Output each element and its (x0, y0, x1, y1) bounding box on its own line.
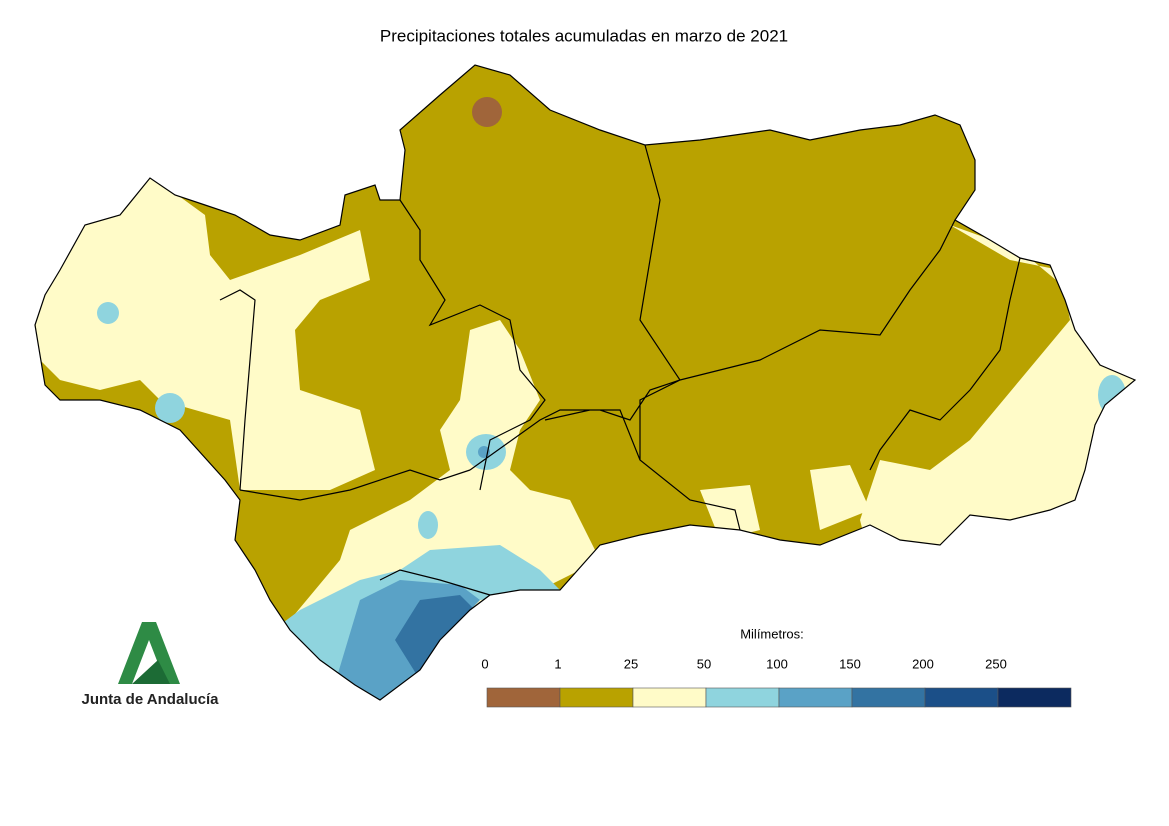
area-25-50 (700, 465, 870, 540)
legend-swatch (778, 687, 853, 708)
logo: Junta de Andalucía (82, 622, 220, 708)
legend-tick-label: 1 (554, 656, 561, 671)
area-150-200 (395, 595, 475, 680)
area-50-100 (1098, 375, 1126, 415)
province-border (219, 144, 1021, 596)
legend-tick-label: 50 (697, 656, 711, 671)
logo-mark (132, 660, 170, 684)
legend-tick-label: 200 (912, 656, 934, 671)
legend-tick-label: 250 (985, 656, 1007, 671)
legend-label: Milímetros: (740, 626, 804, 641)
legend-tick-label: 0 (481, 656, 488, 671)
province-borders (34, 64, 1136, 701)
legend-tick-label: 100 (766, 656, 788, 671)
logo-text: Junta de Andalucía (82, 691, 220, 708)
area-50-100 (97, 302, 119, 324)
map-title: Precipitaciones totales acumuladas en ma… (380, 26, 788, 45)
area-50-100 (155, 393, 185, 423)
legend-swatch (486, 687, 561, 708)
logo-mark (118, 622, 180, 684)
legend-swatch (851, 687, 926, 708)
legend-tick-label: 25 (624, 656, 638, 671)
legend-swatch (997, 687, 1072, 708)
area-25-50 (35, 175, 375, 490)
legend: 0 1 25 50 100 150 200 250 (481, 656, 1072, 708)
area-50-100 (418, 511, 438, 539)
area-0-1 (472, 97, 502, 127)
legend-swatch (705, 687, 780, 708)
legend-tick-label: 150 (839, 656, 861, 671)
area-25-50 (290, 320, 600, 630)
legend-swatch (924, 687, 999, 708)
legend-swatch (632, 687, 707, 708)
legend-swatch (559, 687, 634, 708)
